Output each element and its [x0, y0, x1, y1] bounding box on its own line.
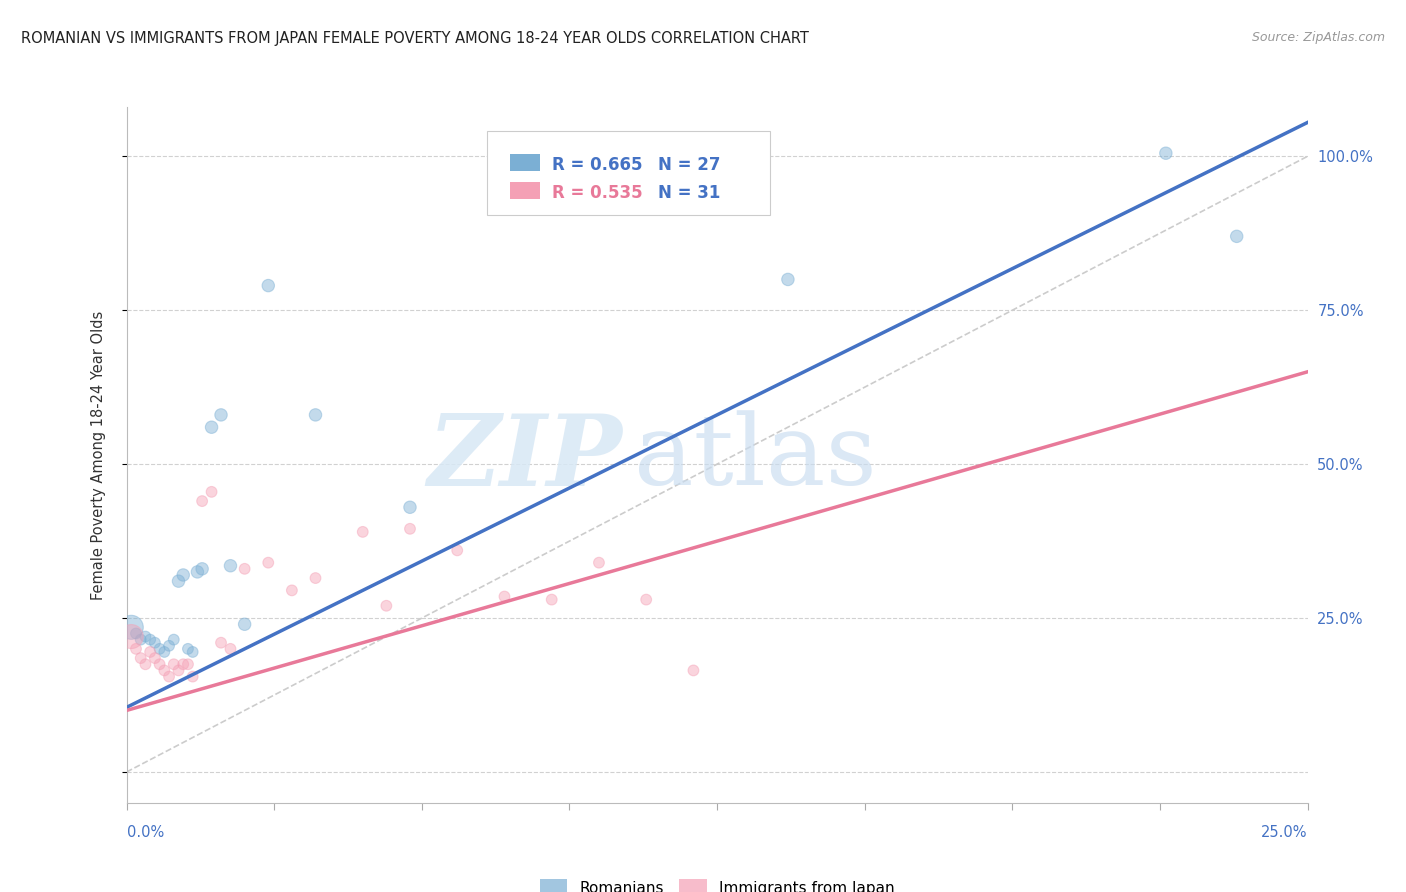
Text: ROMANIAN VS IMMIGRANTS FROM JAPAN FEMALE POVERTY AMONG 18-24 YEAR OLDS CORRELATI: ROMANIAN VS IMMIGRANTS FROM JAPAN FEMALE…	[21, 31, 808, 46]
Legend: Romanians, Immigrants from Japan: Romanians, Immigrants from Japan	[533, 873, 901, 892]
Point	[134, 657, 156, 672]
Point	[233, 562, 256, 576]
Text: Source: ZipAtlas.com: Source: ZipAtlas.com	[1251, 31, 1385, 45]
Text: R = 0.535: R = 0.535	[551, 184, 643, 202]
Point	[304, 408, 326, 422]
Point	[167, 664, 190, 678]
Point	[139, 645, 162, 659]
Point	[181, 669, 204, 683]
Point	[494, 174, 516, 188]
Point	[281, 583, 304, 598]
Point	[143, 651, 166, 665]
Point	[191, 562, 214, 576]
Point	[209, 408, 232, 422]
FancyBboxPatch shape	[510, 182, 540, 199]
Text: atlas: atlas	[634, 410, 877, 507]
Point	[153, 664, 176, 678]
Point	[1226, 229, 1249, 244]
Point	[257, 556, 280, 570]
Point	[163, 632, 186, 647]
Text: R = 0.665: R = 0.665	[551, 156, 643, 174]
Point	[163, 657, 186, 672]
Point	[139, 632, 162, 647]
Point	[149, 641, 172, 656]
FancyBboxPatch shape	[510, 154, 540, 171]
Point	[446, 543, 468, 558]
Point	[209, 636, 232, 650]
Point	[157, 669, 180, 683]
Point	[257, 278, 280, 293]
Point	[399, 522, 422, 536]
Point	[219, 641, 242, 656]
Point	[177, 641, 200, 656]
Point	[200, 420, 222, 434]
Point	[129, 651, 152, 665]
Point	[181, 645, 204, 659]
Point	[153, 645, 176, 659]
Point	[125, 626, 148, 640]
Point	[143, 636, 166, 650]
Point	[352, 524, 374, 539]
Point	[1154, 146, 1177, 161]
Point	[304, 571, 326, 585]
Text: ZIP: ZIP	[427, 410, 623, 507]
Point	[120, 630, 142, 644]
Point	[540, 592, 562, 607]
Point	[186, 565, 208, 579]
Point	[776, 272, 799, 286]
Text: N = 27: N = 27	[658, 156, 720, 174]
Point	[157, 639, 180, 653]
Y-axis label: Female Poverty Among 18-24 Year Olds: Female Poverty Among 18-24 Year Olds	[91, 310, 105, 599]
Point	[125, 641, 148, 656]
Point	[167, 574, 190, 589]
Point	[172, 568, 194, 582]
FancyBboxPatch shape	[486, 131, 770, 215]
Text: 0.0%: 0.0%	[127, 825, 163, 840]
Point	[219, 558, 242, 573]
Point	[120, 620, 142, 634]
Point	[200, 484, 222, 499]
Point	[129, 632, 152, 647]
Point	[494, 590, 516, 604]
Point	[375, 599, 398, 613]
Point	[177, 657, 200, 672]
Point	[149, 657, 172, 672]
Point	[172, 657, 194, 672]
Point	[191, 494, 214, 508]
Point	[588, 556, 610, 570]
Point	[399, 500, 422, 515]
Point	[134, 630, 156, 644]
Point	[636, 592, 658, 607]
Point	[233, 617, 256, 632]
Text: 25.0%: 25.0%	[1261, 825, 1308, 840]
Text: N = 31: N = 31	[658, 184, 720, 202]
Point	[682, 664, 704, 678]
